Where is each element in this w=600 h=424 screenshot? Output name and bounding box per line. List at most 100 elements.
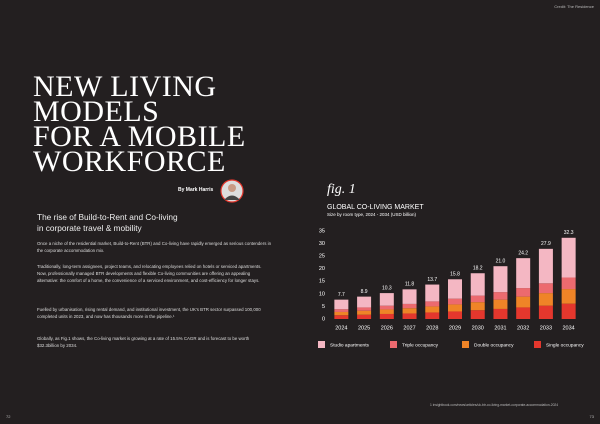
byline: By Mark Harris (178, 187, 214, 193)
x-tick-label: 2032 (517, 325, 529, 331)
x-tick-label: 2034 (563, 325, 575, 331)
legend-swatch (390, 341, 397, 348)
x-tick-label: 2029 (449, 325, 461, 331)
bar-segment (493, 292, 508, 300)
paragraph: Globally, as Fig.1 shows, the Co-living … (37, 336, 250, 348)
bar-segment (402, 303, 417, 309)
bar-segment (425, 306, 440, 313)
bar-segment (470, 310, 485, 319)
bar-segment (448, 279, 462, 299)
total-label: 7.7 (338, 292, 345, 298)
bar-segment (357, 314, 372, 319)
bar-segment (379, 309, 394, 314)
bar-segment (561, 289, 576, 304)
bar-segment (402, 308, 417, 314)
bar-segment (357, 310, 372, 315)
y-tick-label: 20 (319, 266, 325, 272)
bar-segment (538, 293, 553, 306)
bar-segment (561, 303, 576, 319)
x-tick-label: 2030 (472, 325, 484, 331)
chart: fig. 1 GLOBAL CO-LIVING MARKET Size by r… (318, 182, 584, 348)
title-line: FOR A MOBILE (33, 120, 246, 153)
bar-segment (379, 313, 394, 319)
credit: Credit: The Residence (554, 4, 594, 9)
bar-segment (448, 304, 462, 312)
legend-label: Single occupancy (546, 342, 584, 348)
bar-segment (470, 273, 485, 296)
subheading-line: The rise of Build-to-Rent and Co-living (37, 212, 178, 222)
title-line: WORKFORCE (33, 145, 226, 178)
bar-segment (448, 298, 462, 305)
bar-segment (334, 309, 349, 312)
bar-segment (402, 313, 417, 319)
total-label: 32.3 (564, 230, 574, 236)
bar-segment (425, 301, 440, 307)
legend-swatch (462, 341, 469, 348)
total-label: 24.2 (518, 250, 528, 256)
fig-label: fig. 1 (327, 182, 356, 197)
total-label: 15.8 (450, 272, 460, 278)
chart-title: GLOBAL CO-LIVING MARKET (327, 204, 424, 211)
bar-segment (516, 288, 531, 297)
total-label: 13.7 (427, 277, 437, 283)
paragraph: Once a niche of the residential market, … (37, 241, 272, 253)
x-tick-label: 2024 (335, 325, 347, 331)
x-tick-label: 2031 (494, 325, 506, 331)
y-tick-label: 35 (319, 228, 325, 234)
bar-segment (516, 296, 531, 308)
bar-segment (561, 277, 576, 290)
paragraph: Fuelled by urbanisation, rising rental d… (37, 307, 261, 319)
bar-segment (538, 283, 553, 294)
chart-subtitle: Size by room type, 2024 - 2034 (USD bill… (327, 212, 417, 217)
bar-segment (448, 311, 462, 319)
total-label: 11.8 (405, 282, 415, 288)
legend-label: Double occupancy (474, 342, 514, 348)
title-line: MODELS (33, 95, 160, 128)
legend-label: Triple occupancy (402, 342, 439, 348)
bar-segment (470, 302, 485, 311)
bar-segment (538, 248, 553, 284)
total-label: 21.0 (496, 259, 506, 265)
bar-segment (425, 312, 440, 319)
bar-segment (379, 305, 394, 310)
bar-segment (357, 296, 372, 308)
bar-segment (379, 293, 394, 306)
bar-segment (334, 311, 349, 316)
legend-label: Studio apartments (330, 342, 370, 348)
title: NEW LIVING MODELS FOR A MOBILE WORKFORCE (33, 70, 246, 178)
x-tick-label: 2033 (540, 325, 552, 331)
y-tick-label: 15 (319, 279, 325, 285)
y-tick-label: 5 (322, 304, 325, 310)
total-label: 27.9 (541, 241, 551, 247)
subheading: The rise of Build-to-Rent and Co-living … (37, 212, 178, 234)
bar-segment (538, 305, 553, 319)
total-label: 8.9 (361, 289, 368, 295)
total-label: 18.2 (473, 266, 483, 272)
subheading-line: in corporate travel & mobility (37, 223, 142, 233)
bar-segment (470, 295, 485, 303)
y-tick-label: 10 (319, 291, 325, 297)
x-tick-label: 2027 (403, 325, 415, 331)
x-tick-label: 2025 (358, 325, 370, 331)
page-number: 72 (6, 414, 11, 419)
bar-segment (334, 315, 349, 319)
page-number: 73 (589, 414, 594, 419)
bar-segment (493, 299, 508, 309)
y-tick-label: 0 (322, 316, 325, 322)
bar-segment (493, 308, 508, 319)
y-tick-label: 25 (319, 254, 325, 260)
footnote: 1 insightbook.com/news/articles/uk-btr-c… (430, 403, 559, 407)
legend-swatch (534, 341, 541, 348)
bar-segment (334, 299, 349, 310)
bar-segment (516, 258, 531, 289)
bar-segment (425, 284, 440, 302)
avatar (220, 179, 244, 203)
title-line: NEW LIVING (33, 70, 217, 103)
legend-swatch (318, 341, 325, 348)
bar-segment (402, 289, 417, 304)
paragraph: Traditionally, long-term assignees, proj… (37, 264, 262, 283)
bar-segment (493, 266, 508, 293)
total-label: 10.3 (382, 285, 392, 291)
bar-segment (561, 237, 576, 278)
x-tick-label: 2026 (381, 325, 393, 331)
